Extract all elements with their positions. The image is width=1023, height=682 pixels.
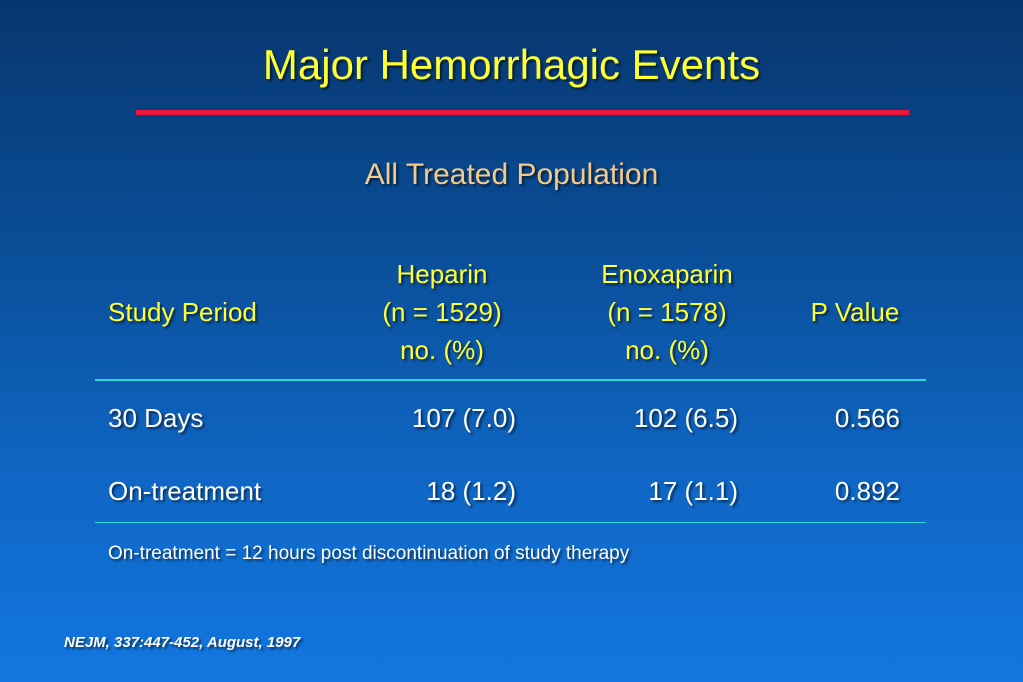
title-underline: [136, 110, 909, 115]
cell-p-value: 0.566: [834, 403, 900, 433]
slide-subtitle: All Treated Population: [364, 158, 659, 191]
header-enoxaparin-line-3: no. (%): [625, 335, 709, 365]
header-p-value: P Value: [810, 297, 900, 327]
cell-period: 30 Days: [108, 403, 204, 433]
cell-enoxaparin: 17 (1.1): [648, 476, 738, 506]
citation: NEJM, 337:447-452, August, 1997: [64, 634, 301, 651]
cell-heparin: 18 (1.2): [426, 476, 516, 506]
header-enoxaparin-line-1: Enoxaparin: [601, 259, 733, 289]
header-enoxaparin: Enoxaparin (n = 1578) no. (%): [572, 255, 762, 369]
header-heparin: Heparin (n = 1529) no. (%): [352, 255, 532, 369]
header-heparin-line-2: (n = 1529): [382, 297, 502, 327]
cell-enoxaparin: 102 (6.5): [633, 403, 738, 433]
cell-heparin: 107 (7.0): [411, 403, 516, 433]
table-header-divider: [95, 379, 926, 381]
header-heparin-line-1: Heparin: [396, 259, 488, 289]
header-study-period: Study Period: [108, 297, 257, 327]
slide-title: Major Hemorrhagic Events: [262, 41, 761, 88]
table-bottom-divider: [95, 522, 926, 523]
footnote: On-treatment = 12 hours post discontinua…: [108, 543, 630, 564]
header-heparin-line-3: no. (%): [400, 335, 484, 365]
cell-p-value: 0.892: [834, 476, 900, 506]
header-enoxaparin-line-2: (n = 1578): [607, 297, 727, 327]
cell-period: On-treatment: [108, 476, 262, 506]
